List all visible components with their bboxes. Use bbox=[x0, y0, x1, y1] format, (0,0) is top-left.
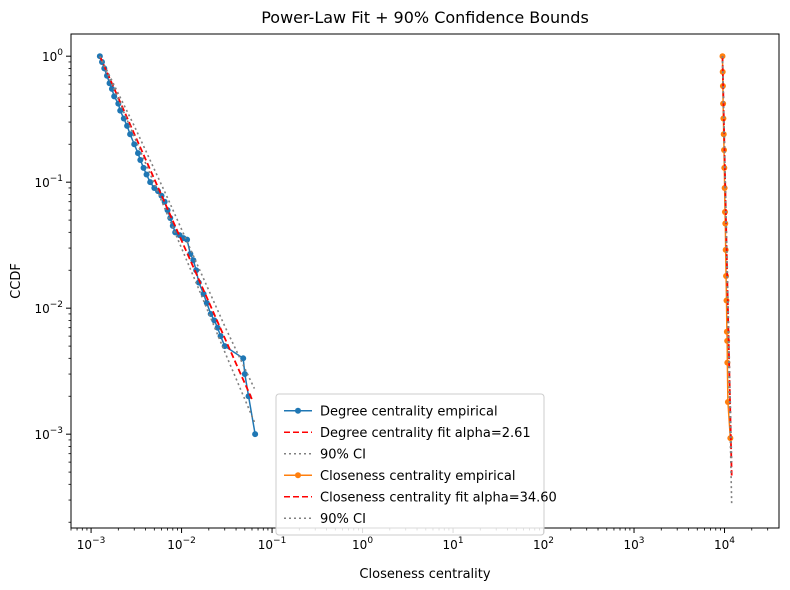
legend: Degree centrality empirical Degree centra… bbox=[275, 393, 557, 536]
data-point bbox=[211, 317, 218, 324]
data-point bbox=[241, 371, 248, 378]
x-tick-label: 10−1 bbox=[258, 536, 287, 552]
legend-label: Closeness centrality fit alpha=34.60 bbox=[320, 490, 557, 505]
legend-item: Closeness centrality fit alpha=34.60 bbox=[284, 490, 557, 505]
data-point bbox=[124, 122, 131, 129]
data-point bbox=[720, 115, 727, 122]
legend-label: Closeness centrality empirical bbox=[320, 469, 515, 484]
data-point bbox=[720, 131, 727, 138]
y-tick-label: 10−1 bbox=[34, 174, 63, 190]
x-tick-label: 103 bbox=[624, 536, 645, 552]
legend-label: 90% CI bbox=[320, 447, 366, 462]
x-tick-label: 10−3 bbox=[77, 536, 106, 552]
x-tick-label: 102 bbox=[533, 536, 554, 552]
x-tick-label: 100 bbox=[352, 536, 373, 552]
x-tick-label: 10−2 bbox=[167, 536, 196, 552]
x-tick-label: 101 bbox=[443, 536, 464, 552]
legend-marker bbox=[295, 407, 301, 414]
legend-label: Degree centrality empirical bbox=[320, 404, 498, 419]
data-point bbox=[131, 141, 138, 148]
y-axis-label: CCDF bbox=[9, 263, 24, 299]
data-point bbox=[140, 164, 147, 171]
series-line bbox=[99, 55, 253, 400]
data-point bbox=[117, 107, 124, 114]
x-tick-label: 104 bbox=[714, 536, 735, 552]
legend-box bbox=[275, 393, 545, 536]
data-point bbox=[143, 171, 150, 178]
series-layer bbox=[96, 53, 734, 504]
legend-item: Degree centrality empirical bbox=[284, 404, 498, 419]
data-point bbox=[127, 131, 134, 138]
chart-title: Power-Law Fit + 90% Confidence Bounds bbox=[261, 8, 589, 27]
x-axis: 10−3 10−2 10−1 100 101 102 103 104 bbox=[70, 528, 769, 552]
data-point bbox=[203, 299, 210, 306]
data-point bbox=[137, 156, 144, 163]
legend-marker bbox=[295, 472, 301, 479]
y-axis: 100 10−1 10−2 10−3 bbox=[34, 48, 71, 523]
data-point bbox=[240, 355, 247, 362]
legend-item: 90% CI bbox=[284, 512, 366, 527]
legend-item: 90% CI bbox=[284, 447, 366, 462]
legend-item: Degree centrality fit alpha=2.61 bbox=[284, 426, 531, 441]
y-tick-label: 100 bbox=[42, 48, 63, 64]
legend-label: Degree centrality fit alpha=2.61 bbox=[320, 426, 531, 441]
series-1 bbox=[99, 55, 253, 400]
data-point bbox=[252, 431, 259, 438]
data-point bbox=[164, 207, 171, 214]
series-line bbox=[99, 55, 256, 423]
series-2 bbox=[99, 55, 256, 423]
data-point bbox=[108, 85, 115, 92]
legend-item: Closeness centrality empirical bbox=[284, 469, 515, 484]
legend-label: 90% CI bbox=[320, 512, 366, 527]
y-tick-label: 10−3 bbox=[34, 426, 63, 442]
x-axis-label: Closeness centrality bbox=[359, 567, 490, 582]
y-tick-label: 10−2 bbox=[34, 300, 63, 316]
data-point bbox=[135, 150, 141, 157]
data-point bbox=[147, 179, 154, 186]
